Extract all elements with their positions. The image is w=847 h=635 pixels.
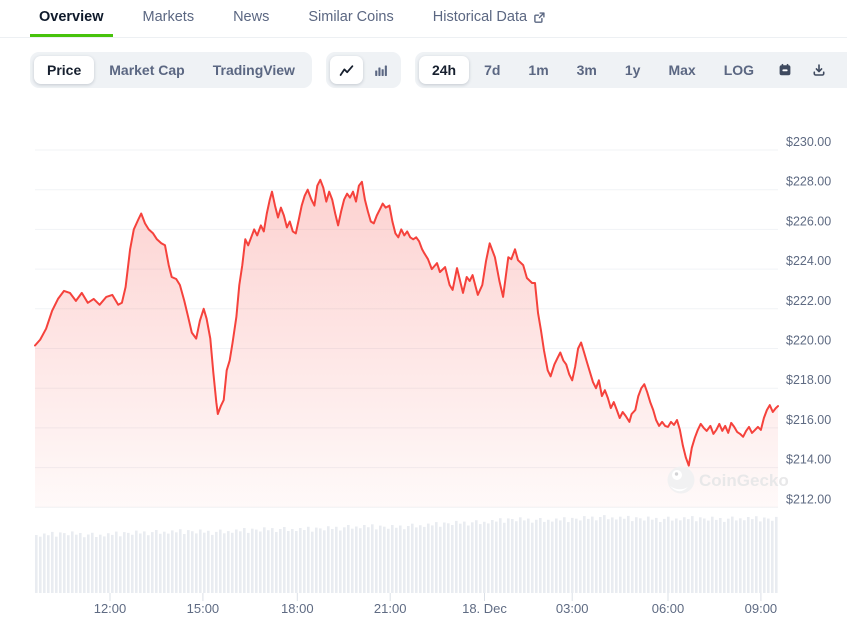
fullscreen-button[interactable] — [837, 56, 847, 84]
range-max-button[interactable]: Max — [655, 56, 708, 84]
price-button[interactable]: Price — [34, 56, 95, 84]
price-series — [34, 178, 779, 508]
tab-label: Historical Data — [432, 9, 528, 25]
tab-overview[interactable]: Overview — [30, 0, 113, 37]
candle-chart-type-button[interactable] — [365, 56, 397, 84]
price-axis-label: $218.00 — [786, 373, 831, 387]
chart-toolbar: Price Market Cap TradingView — [30, 52, 847, 88]
time-axis-label: 09:00 — [745, 601, 778, 616]
range-1m-button[interactable]: 1m — [515, 56, 561, 84]
price-axis-label: $222.00 — [786, 294, 831, 308]
price-axis-label: $214.00 — [786, 453, 831, 467]
time-axis-label: 06:00 — [652, 601, 685, 616]
coingecko-watermark: CoinGecko — [667, 466, 789, 494]
download-icon — [812, 63, 826, 77]
range-button-group: 24h 7d 1m 3m 1y Max LOG — [414, 52, 847, 88]
date-range-button[interactable] — [769, 56, 801, 84]
time-axis-label: 21:00 — [374, 601, 407, 616]
download-chart-button[interactable] — [803, 56, 835, 84]
volume-bars — [35, 515, 778, 593]
price-axis-label: $230.00 — [786, 135, 831, 149]
line-chart-icon — [339, 64, 354, 77]
bar-chart-icon — [374, 64, 388, 77]
market-cap-button[interactable]: Market Cap — [96, 56, 197, 84]
log-scale-button[interactable]: LOG — [711, 56, 767, 84]
price-chart-canvas[interactable]: $230.00 $228.00 $226.00 $224.00 $222.00 $220.… — [0, 100, 847, 635]
range-3m-button[interactable]: 3m — [564, 56, 610, 84]
time-axis-label: 12:00 — [94, 601, 127, 616]
metric-button-group: Price Market Cap TradingView — [30, 52, 312, 88]
time-axis-label: 18. Dec — [462, 601, 507, 616]
chart-type-button-group — [325, 52, 401, 88]
calendar-icon — [778, 63, 792, 77]
time-axis: 12:00 15:00 18:00 21:00 18. Dec 03:00 06:00 09:… — [94, 593, 777, 616]
external-link-icon — [533, 11, 546, 24]
price-axis-label: $220.00 — [786, 334, 831, 348]
range-7d-button[interactable]: 7d — [471, 56, 513, 84]
range-1y-button[interactable]: 1y — [612, 56, 654, 84]
price-axis-label: $216.00 — [786, 413, 831, 427]
range-24h-button[interactable]: 24h — [418, 56, 470, 84]
time-axis-label: 18:00 — [281, 601, 314, 616]
tab-news[interactable]: News — [233, 9, 270, 25]
time-axis-label: 03:00 — [556, 601, 589, 616]
price-axis-label: $228.00 — [786, 175, 831, 189]
line-chart-type-button[interactable] — [329, 56, 363, 84]
price-axis-label: $212.00 — [786, 492, 831, 506]
tab-similar-coins[interactable]: Similar Coins — [308, 9, 394, 25]
tab-bar: Overview Markets News Similar Coins Hist… — [0, 0, 847, 38]
time-axis-label: 15:00 — [187, 601, 220, 616]
price-axis-label: $226.00 — [786, 214, 831, 228]
tradingview-button[interactable]: TradingView — [200, 56, 308, 84]
price-axis-label: $224.00 — [786, 254, 831, 268]
watermark-text: CoinGecko — [699, 471, 789, 490]
tab-historical-data[interactable]: Historical Data — [424, 0, 555, 37]
tab-markets[interactable]: Markets — [142, 9, 195, 25]
